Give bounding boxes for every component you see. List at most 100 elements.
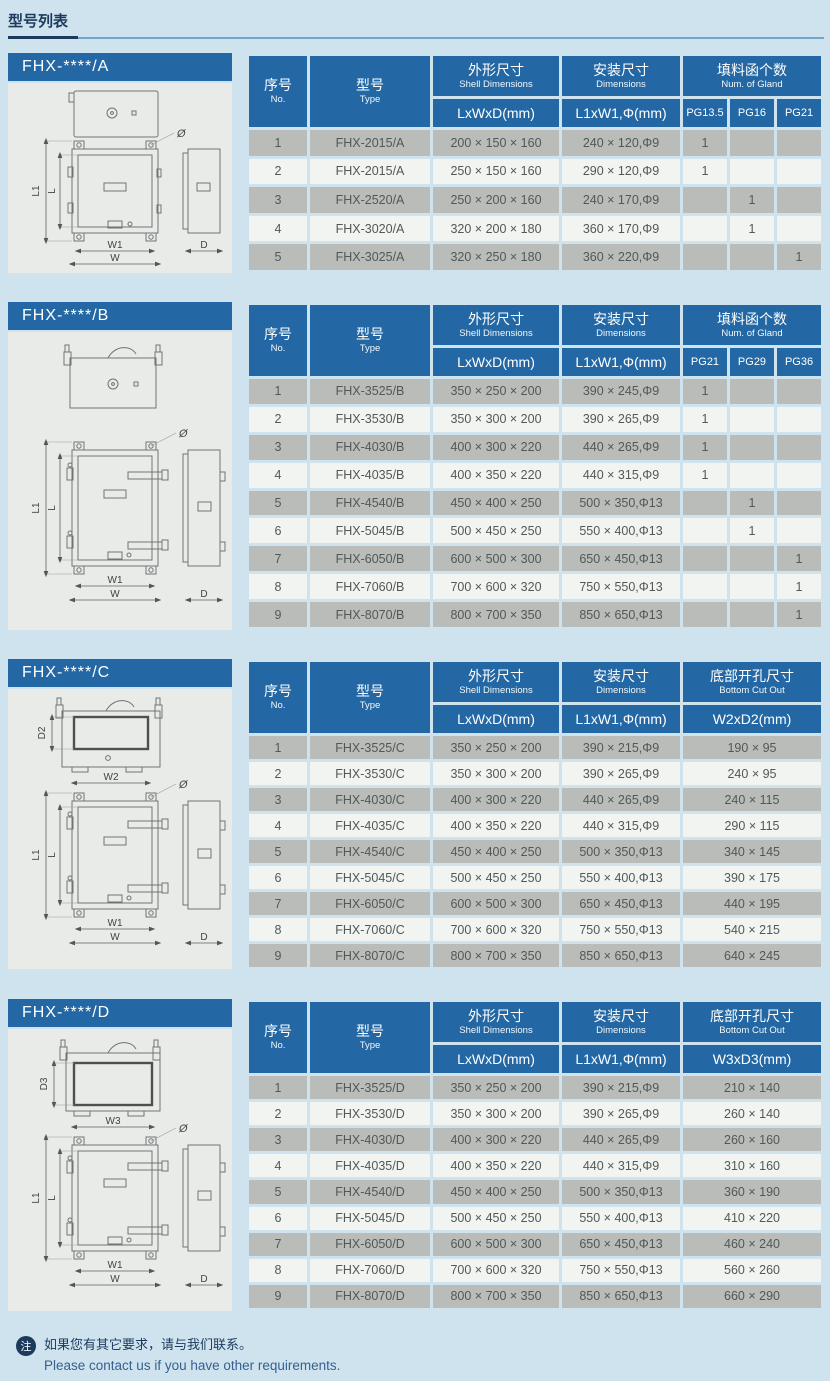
table-cell: 700 × 600 × 320 [433, 1258, 559, 1282]
col-header-shell: 外形尺寸 Shell Dimensions [433, 1002, 559, 1042]
col-header-shell: 外形尺寸 Shell Dimensions [433, 56, 559, 96]
dim-label-w1: W1 [108, 575, 123, 586]
table-row: 5 FHX-4540/C 450 × 400 × 250 500 × 350,Φ13 3… [249, 840, 821, 863]
table-row: 4 FHX-3020/A 320 × 200 × 180 360 × 170,Φ9 1 [249, 215, 822, 242]
table-cell [777, 379, 822, 404]
section-c-drawing-panel: D2 W2 [8, 689, 232, 969]
table-cell: 600 × 500 × 300 [433, 546, 559, 572]
dim-label-d: D [200, 589, 207, 600]
col-header-install: 安装尺寸 Dimensions [562, 662, 680, 702]
dim-label-l1: L1 [31, 849, 42, 861]
table-cell: 240 × 120,Φ9 [562, 130, 680, 156]
dim-label-w: W [110, 1274, 120, 1285]
section-b-drawing-panel: Ø L1 L W1 W [8, 332, 232, 630]
table-row: 3 FHX-4030/C 400 × 300 × 220 440 × 265,Φ9 24… [249, 788, 821, 811]
table-row: 5 FHX-3025/A 320 × 250 × 180 360 × 220,Φ9 1 [249, 244, 822, 270]
table-cell: FHX-4540/C [310, 840, 430, 863]
col-subheader-cutout-unit: W3xD3(mm) [683, 1045, 821, 1073]
table-cell: FHX-8070/D [310, 1284, 430, 1308]
dim-label-w: W [110, 253, 120, 264]
table-cell: FHX-3525/C [310, 736, 430, 759]
col-header-install: 安装尺寸 Dimensions [562, 305, 680, 345]
table-cell [730, 574, 774, 599]
dim-label-l1: L1 [31, 185, 42, 197]
col-subheader-install-unit: L1xW1,Φ(mm) [562, 705, 680, 733]
col-header-install: 安装尺寸 Dimensions [562, 56, 680, 96]
table-cell [683, 518, 727, 544]
table-cell: FHX-3530/C [310, 762, 430, 785]
table-cell: 2 [249, 1102, 307, 1126]
table-cell: 390 × 215,Φ9 [562, 736, 680, 759]
table-cell: 500 × 450 × 250 [433, 518, 559, 544]
front-view: Ø L1 L W1 W [31, 1123, 189, 1288]
table-cell: 1 [683, 434, 727, 460]
table-cell [777, 406, 822, 432]
table-cell: 390 × 175 [683, 866, 821, 889]
table-row: 6 FHX-5045/C 500 × 450 × 250 550 × 400,Φ13 3… [249, 866, 821, 889]
table-cell: FHX-4540/D [310, 1180, 430, 1204]
dim-label-w: W [110, 932, 120, 943]
section-d-drawing-panel: D3 W3 [8, 1029, 232, 1311]
table-row: 6 FHX-5045/D 500 × 450 × 250 550 × 400,Φ13 4… [249, 1206, 821, 1230]
table-cell: 340 × 145 [683, 840, 821, 863]
table-cell: 8 [249, 1258, 307, 1282]
table-cell [777, 215, 822, 242]
col-header-no: 序号 No. [249, 305, 307, 376]
col-header-gland: 填料函个数 Num. of Gland [683, 305, 822, 345]
table-cell [683, 215, 727, 242]
table-cell [777, 462, 822, 488]
table-cell: FHX-4035/B [310, 462, 430, 488]
table-cell: 400 × 300 × 220 [433, 788, 559, 811]
table-cell: 350 × 300 × 200 [433, 762, 559, 785]
dim-label-l1: L1 [31, 502, 42, 514]
table-cell: FHX-7060/C [310, 918, 430, 941]
table-cell: 390 × 265,Φ9 [562, 762, 680, 785]
table-cell: 1 [730, 518, 774, 544]
table-row: 5 FHX-4540/D 450 × 400 × 250 500 × 350,Φ13 3… [249, 1180, 821, 1204]
section-fhx-a: FHX-****/A [8, 53, 824, 273]
dim-label-w3: W3 [106, 1116, 121, 1127]
section-fhx-d: FHX-****/D [8, 999, 824, 1311]
table-cell: 350 × 250 × 200 [433, 1076, 559, 1100]
table-cell: 4 [249, 1154, 307, 1178]
front-view: Ø L1 L W1 W [31, 779, 189, 946]
col-header-type: 型号 Type [310, 662, 430, 733]
dim-label-l1: L1 [31, 1192, 42, 1204]
side-view: D [182, 449, 226, 603]
page-header: 型号列表 [8, 8, 824, 39]
table-cell: 6 [249, 518, 307, 544]
table-cell: 700 × 600 × 320 [433, 918, 559, 941]
table-cell: 440 × 315,Φ9 [562, 1154, 680, 1178]
col-subheader-pg1: PG13.5 [683, 99, 727, 127]
table-cell: 1 [777, 244, 822, 270]
col-subheader-pg2: PG16 [730, 99, 774, 127]
table-cell: FHX-3020/A [310, 215, 430, 242]
section-fhx-b: FHX-****/B [8, 302, 824, 630]
table-cell: 9 [249, 1284, 307, 1308]
spec-table-a: 序号 No. 型号 Type 外形尺寸 Shell Dimensions 安装尺寸 Di… [246, 53, 824, 273]
table-cell: 5 [249, 840, 307, 863]
dim-label-w1: W1 [108, 918, 123, 929]
table-cell: 250 × 150 × 160 [433, 158, 559, 185]
dim-label-w1: W1 [108, 240, 123, 251]
table-row: 9 FHX-8070/B 800 × 700 × 350 850 × 650,Φ13 1 [249, 602, 822, 627]
col-subheader-install-unit: L1xW1,Φ(mm) [562, 99, 680, 127]
col-header-shell: 外形尺寸 Shell Dimensions [433, 662, 559, 702]
table-cell: 650 × 450,Φ13 [562, 892, 680, 915]
section-c-title: FHX-****/C [8, 659, 232, 687]
note-text-en: Please contact us if you have other requ… [44, 1358, 341, 1373]
table-cell: 1 [683, 130, 727, 156]
table-cell: FHX-8070/C [310, 944, 430, 967]
table-cell [730, 546, 774, 572]
table-cell: 400 × 300 × 220 [433, 1128, 559, 1152]
table-cell [777, 187, 822, 213]
top-view [63, 344, 163, 409]
table-cell: 240 × 95 [683, 762, 821, 785]
table-cell: FHX-4030/B [310, 434, 430, 460]
dim-label-diameter: Ø [178, 779, 189, 791]
table-cell: 210 × 140 [683, 1076, 821, 1100]
table-cell [730, 602, 774, 627]
col-header-type: 型号 Type [310, 56, 430, 127]
table-cell: 650 × 450,Φ13 [562, 546, 680, 572]
